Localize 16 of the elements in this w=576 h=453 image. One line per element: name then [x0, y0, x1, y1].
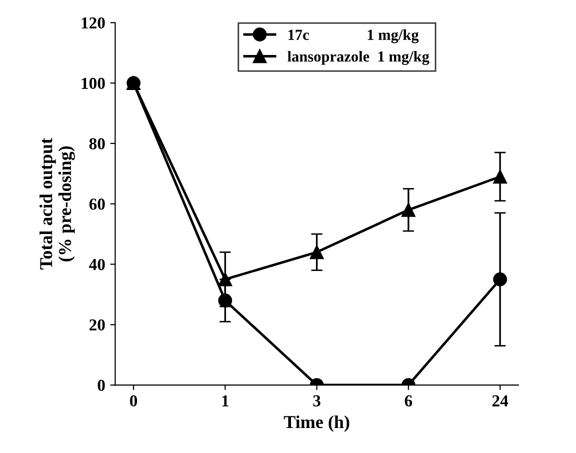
x-tick-label: 6	[404, 395, 412, 406]
y-tick-label: 40	[89, 258, 105, 270]
y-tick-label: 60	[89, 198, 105, 210]
x-axis-title: Time (h)	[284, 415, 350, 432]
y-tick-label: 80	[89, 138, 105, 150]
x-tick-label: 0	[130, 395, 138, 406]
y-tick-label: 120	[82, 17, 105, 29]
legend-label: 17c 1 mg/kg	[288, 29, 419, 44]
y-tick-label: 0	[98, 380, 105, 391]
x-tick-label: 24	[492, 395, 508, 406]
y-axis-title: Total acid output (% pre-dosing)	[40, 138, 75, 270]
legend-label: lansoprazole 1 mg/kg	[288, 50, 430, 65]
y-tick-label: 100	[82, 78, 105, 89]
y-tick-label: 20	[90, 319, 105, 331]
x-tick-label: 3	[313, 395, 320, 406]
x-tick-label: 1	[222, 395, 228, 406]
